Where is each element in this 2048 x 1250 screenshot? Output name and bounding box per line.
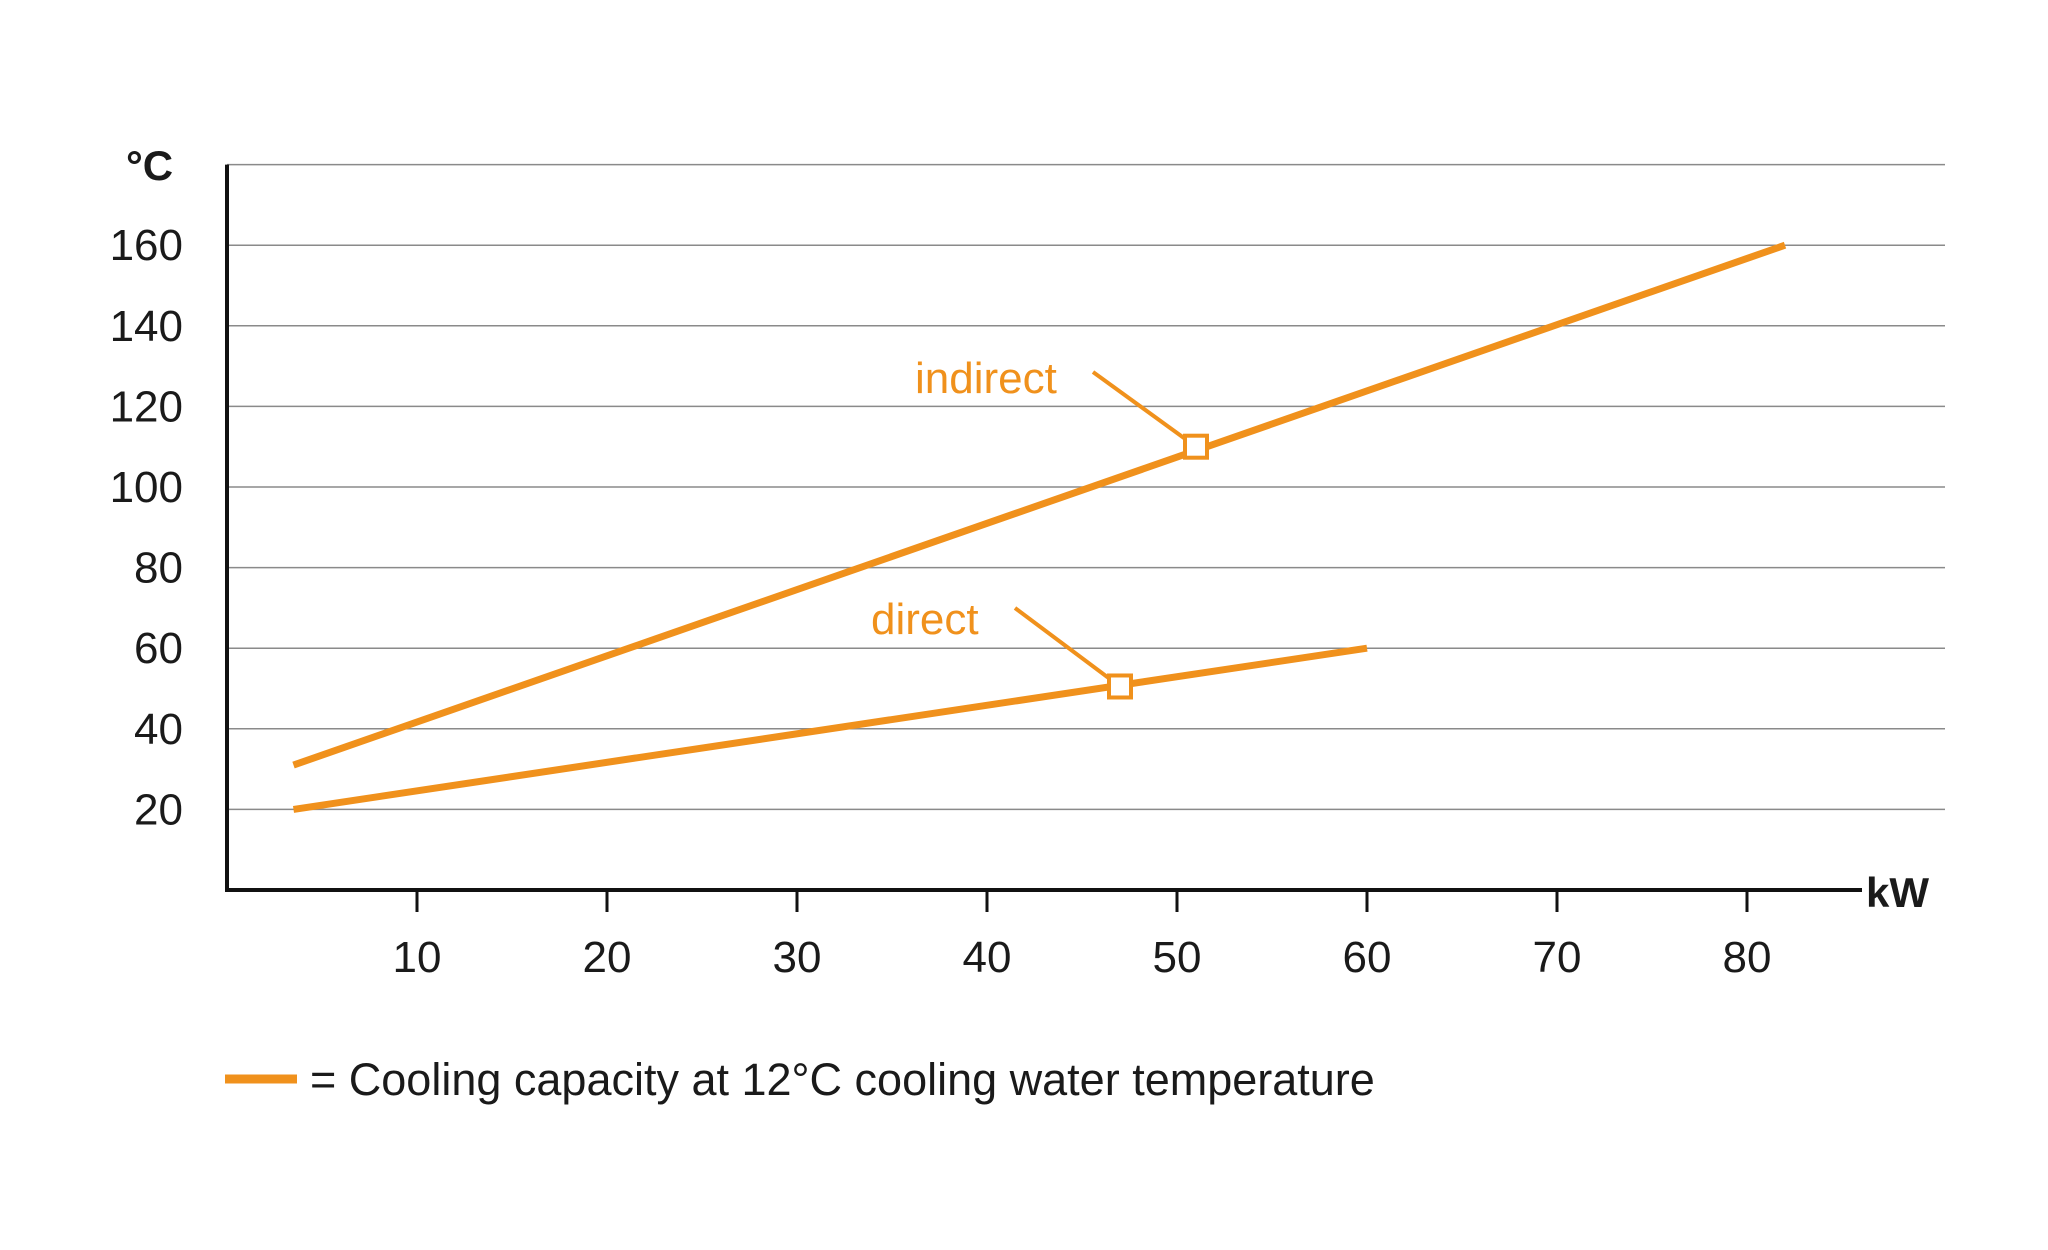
- series-leader-indirect: [1091, 370, 1198, 449]
- x-tick-label: 10: [393, 933, 442, 982]
- legend: = Cooling capacity at 12°C cooling water…: [225, 1054, 1375, 1105]
- x-tick-label: 50: [1153, 933, 1202, 982]
- x-axis-unit: kW: [1866, 869, 1929, 916]
- y-tick-label: 20: [134, 785, 183, 834]
- y-tick-label: 40: [134, 705, 183, 754]
- x-tick-label: 20: [583, 933, 632, 982]
- series-marker-direct: [1107, 673, 1133, 700]
- x-tick-label: 30: [773, 933, 822, 982]
- y-tick-label: 120: [110, 382, 183, 431]
- x-tick-label: 40: [963, 933, 1012, 982]
- x-tick-label: 70: [1533, 933, 1582, 982]
- y-axis-unit: °C: [126, 142, 173, 189]
- series-leader-direct: [1013, 606, 1122, 689]
- series-label-direct: direct: [871, 595, 979, 644]
- series-line-direct: [292, 644, 1368, 813]
- x-ticks: 10 20 30 40 50 60 70 80: [393, 890, 1772, 982]
- y-tick-label: 160: [110, 221, 183, 270]
- y-tick-label: 100: [110, 463, 183, 512]
- x-tick-label: 80: [1723, 933, 1772, 982]
- series-marker-indirect: [1183, 433, 1209, 460]
- series-lines: indirect direct: [292, 241, 1787, 813]
- series-direct: direct: [292, 595, 1368, 813]
- y-tick-labels: 20 40 60 80 100 120 140 160: [110, 221, 183, 834]
- y-tick-label: 80: [134, 544, 183, 593]
- series-indirect: indirect: [292, 241, 1787, 769]
- x-tick-label: 60: [1343, 933, 1392, 982]
- y-tick-label: 60: [134, 624, 183, 673]
- y-tick-label: 140: [110, 302, 183, 351]
- series-line-indirect: [292, 241, 1787, 769]
- axes: [225, 164, 1862, 892]
- series-label-indirect: indirect: [915, 354, 1057, 403]
- legend-text: = Cooling capacity at 12°C cooling water…: [310, 1054, 1375, 1105]
